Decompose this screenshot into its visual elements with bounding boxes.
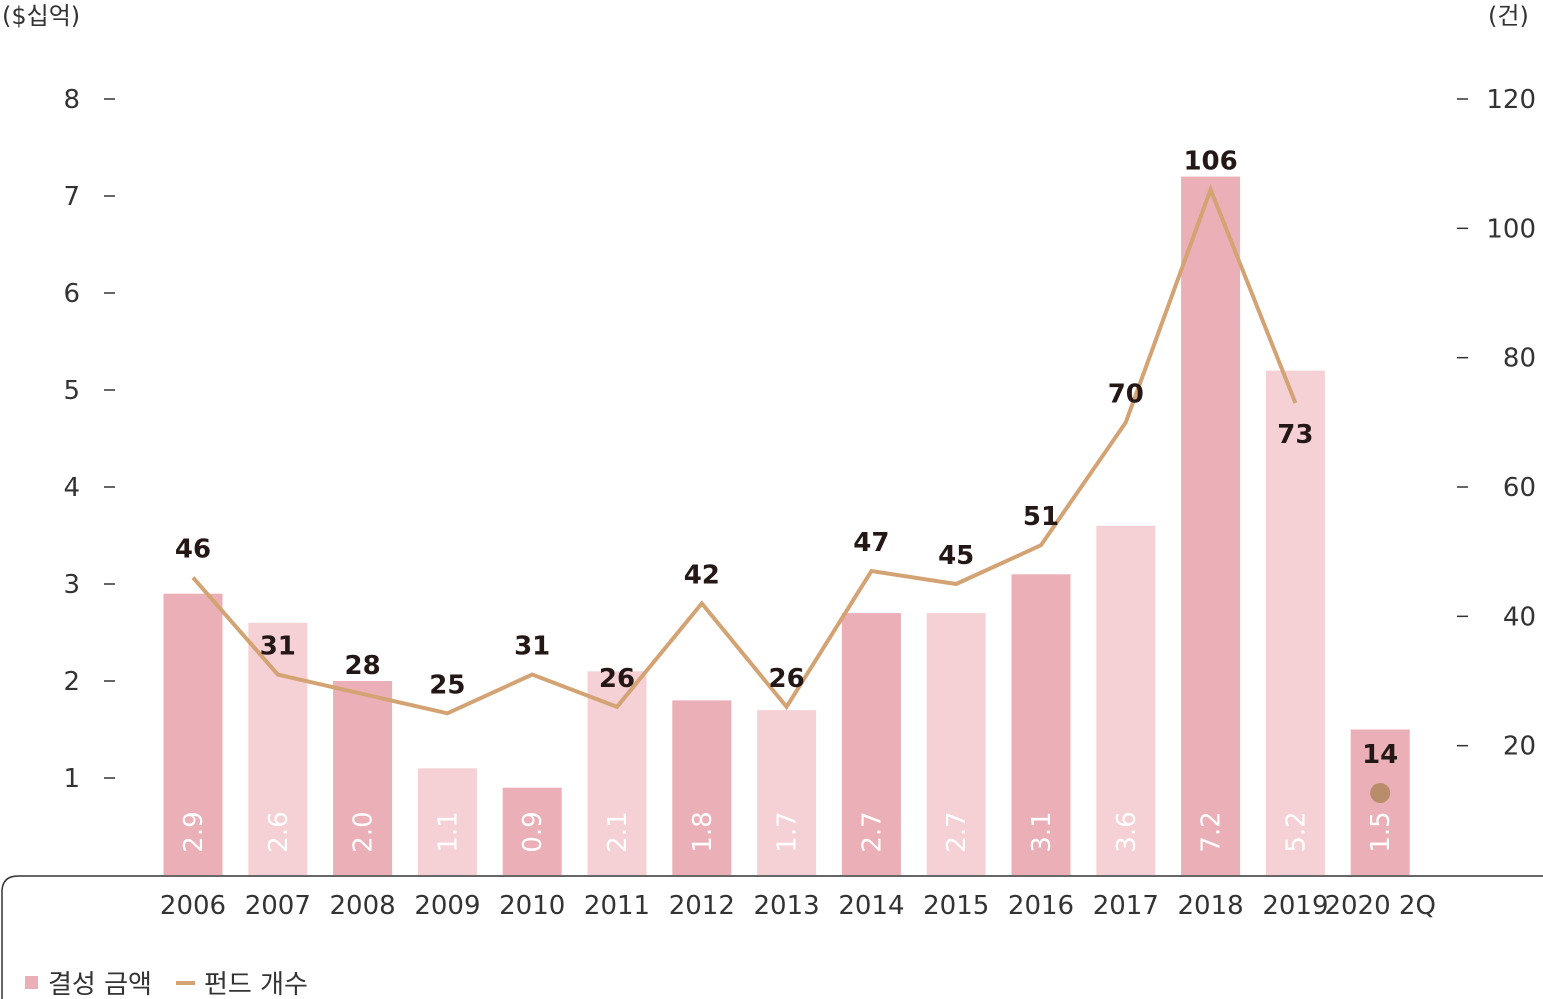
count-label: 47 <box>853 528 889 558</box>
legend-bar-label: 결성 금액 <box>48 970 152 999</box>
count-label: 106 <box>1183 147 1237 177</box>
right-tick-label: 120 <box>1486 85 1536 115</box>
x-tick-label: 2019 <box>1262 891 1328 921</box>
x-tick-label: 2006 <box>160 891 226 921</box>
left-tick-label: 1 <box>63 764 80 794</box>
x-tick-label: 2007 <box>245 891 311 921</box>
count-label: 31 <box>260 632 296 662</box>
bar-value-label: 5.2 <box>1281 811 1311 852</box>
right-tick-label: 40 <box>1503 602 1536 632</box>
count-label: 45 <box>938 541 974 571</box>
line-series: 46 31 28 25 31 26 42 26 47 45 51 70 106 73 14 <box>175 147 1398 803</box>
count-label: 73 <box>1277 420 1313 450</box>
x-tick-label: 2010 <box>499 891 565 921</box>
bar-value-label: 2.9 <box>179 811 209 852</box>
bar-value-label: 0.9 <box>518 811 548 852</box>
bar-value-label: 1.1 <box>433 811 463 852</box>
count-label: 28 <box>345 651 381 681</box>
bar-value-label: 1.8 <box>688 811 718 852</box>
x-tick-label: 2015 <box>923 891 989 921</box>
bar <box>502 787 562 875</box>
bar <box>841 613 901 875</box>
legend-bar-swatch <box>25 976 38 989</box>
right-tick-label: 80 <box>1503 344 1536 374</box>
bar-value-label: 2.0 <box>349 811 379 852</box>
left-tick-label: 4 <box>63 473 80 503</box>
x-tick-label: 2013 <box>754 891 820 921</box>
x-tick-label: 2020 2Q <box>1324 891 1435 921</box>
bar-value-label: 3.1 <box>1027 811 1057 852</box>
bar <box>333 681 393 875</box>
bar-value-label: 2.7 <box>942 811 972 852</box>
x-axis: 2006 2007 2008 2009 2010 2011 2012 2013 2014 2015… <box>1 875 1543 999</box>
bar <box>926 613 986 875</box>
x-tick-label: 2014 <box>838 891 904 921</box>
x-axis-baseline <box>1 875 1543 999</box>
left-tick-label: 6 <box>63 279 80 309</box>
x-tick-label: 2017 <box>1093 891 1159 921</box>
legend-line-label: 펀드 개수 <box>204 970 308 999</box>
bar <box>248 622 308 875</box>
bar-value-label: 2.1 <box>603 811 633 852</box>
bar <box>1265 370 1325 875</box>
bar <box>757 710 817 875</box>
left-axis-unit: ($십억) <box>2 2 80 30</box>
right-tick-label: 100 <box>1486 214 1536 244</box>
x-tick-label: 2018 <box>1178 891 1244 921</box>
bar-value-label: 3.6 <box>1112 811 1142 852</box>
left-tick-label: 7 <box>63 182 80 212</box>
count-label: 70 <box>1108 379 1144 409</box>
count-label: 51 <box>1023 502 1059 532</box>
count-label: 26 <box>769 664 805 694</box>
bar-value-label: 2.6 <box>264 811 294 852</box>
bar-value-label: 1.7 <box>773 811 803 852</box>
left-tick-label: 5 <box>63 376 80 406</box>
left-tick-label: 3 <box>63 570 80 600</box>
bar <box>1096 525 1156 875</box>
count-label: 26 <box>599 664 635 694</box>
legend: 결성 금액 펀드 개수 <box>25 970 308 999</box>
bar <box>1011 574 1071 875</box>
fund-count-line <box>191 183 1298 716</box>
right-axis-unit: (건) <box>1488 2 1529 30</box>
bar-series: 2.9 2.6 2.0 1.1 0.9 2.1 1.8 1.7 2.7 2.7 3.1 3.6 7.2 5… <box>163 176 1410 876</box>
right-axis: 20 40 60 80 100 120 <box>1457 85 1536 762</box>
right-tick-label: 20 <box>1503 732 1536 762</box>
count-label: 46 <box>175 535 211 565</box>
bar <box>672 700 732 875</box>
count-label: 42 <box>684 560 720 590</box>
x-tick-label: 2009 <box>414 891 480 921</box>
x-tick-label: 2011 <box>584 891 650 921</box>
left-axis: 1 2 3 4 5 6 7 8 <box>63 85 115 794</box>
right-tick-label: 60 <box>1503 473 1536 503</box>
bar-value-label: 7.2 <box>1197 811 1227 852</box>
bar <box>417 768 477 875</box>
bar <box>1181 176 1241 876</box>
x-tick-label: 2016 <box>1008 891 1074 921</box>
left-tick-label: 2 <box>63 667 80 697</box>
x-tick-label: 2012 <box>669 891 735 921</box>
bar-value-label: 1.5 <box>1366 811 1396 852</box>
last-count-marker <box>1370 783 1391 803</box>
bar <box>163 593 223 875</box>
bar-value-label: 2.7 <box>857 811 887 852</box>
count-label: 25 <box>429 670 465 700</box>
count-label: 31 <box>514 632 550 662</box>
x-tick-label: 2008 <box>330 891 396 921</box>
left-tick-label: 8 <box>63 85 80 115</box>
count-label: 14 <box>1362 740 1398 770</box>
